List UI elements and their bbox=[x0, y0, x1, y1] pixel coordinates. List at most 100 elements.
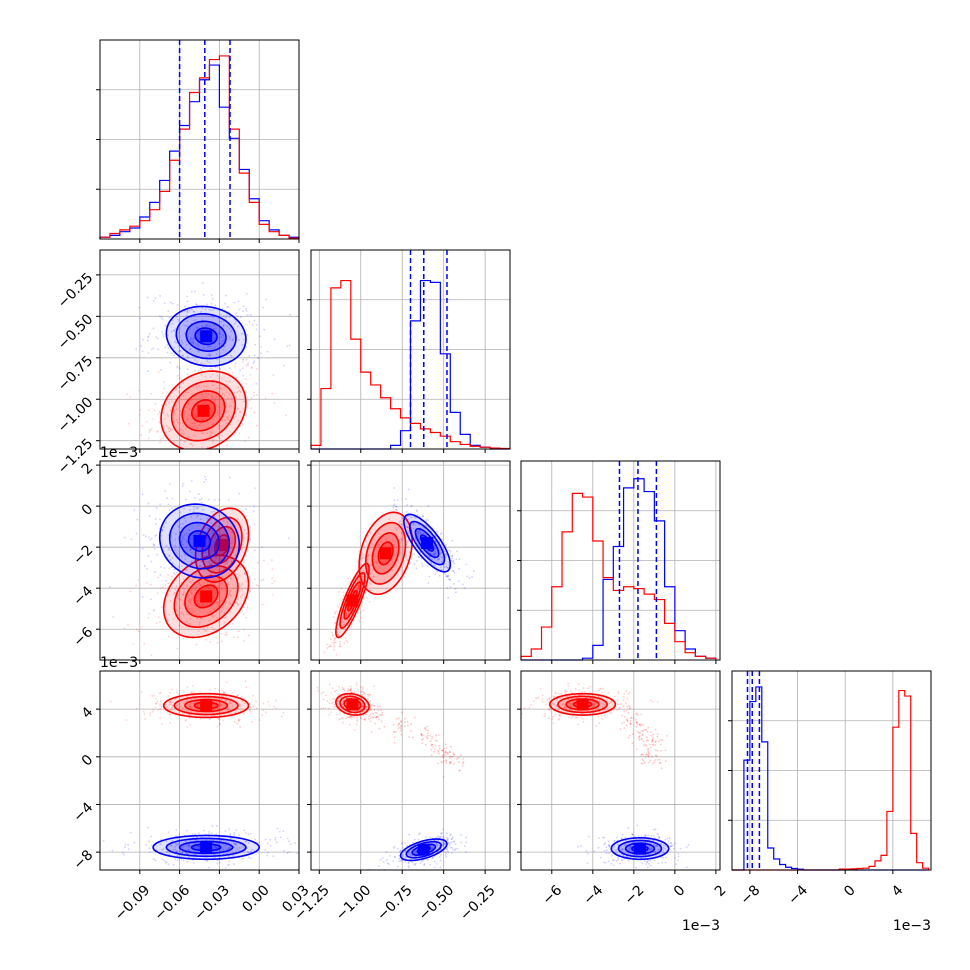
scatter-point bbox=[238, 308, 241, 311]
scatter-point bbox=[216, 725, 219, 728]
scatter-point bbox=[640, 754, 642, 757]
scatter-point bbox=[618, 706, 621, 709]
scatter-point bbox=[393, 741, 396, 744]
scatter-point bbox=[172, 863, 175, 866]
scatter-point bbox=[626, 706, 629, 708]
scatter-point bbox=[371, 704, 374, 706]
scatter-point bbox=[175, 387, 178, 390]
scatter-point bbox=[560, 693, 563, 695]
scatter-point bbox=[442, 755, 445, 758]
scatter-point bbox=[268, 704, 271, 707]
scatter-point bbox=[209, 641, 212, 643]
scatter-point bbox=[616, 851, 618, 853]
scatter-point bbox=[210, 395, 213, 398]
scatter-point bbox=[329, 645, 331, 648]
scatter-point bbox=[418, 832, 421, 835]
scatter-point bbox=[568, 716, 570, 719]
scatter-point bbox=[148, 515, 151, 517]
scatter-point bbox=[648, 761, 650, 764]
scatter-point bbox=[403, 717, 406, 720]
scatter-point bbox=[133, 508, 136, 511]
scatter-point bbox=[422, 532, 425, 535]
scatter-point bbox=[209, 573, 212, 576]
scatter-point bbox=[586, 862, 589, 865]
scatter-point bbox=[437, 751, 440, 753]
scatter-point bbox=[577, 845, 580, 848]
scatter-point bbox=[208, 560, 211, 562]
scatter-point bbox=[188, 849, 191, 852]
scatter-point bbox=[425, 524, 428, 527]
scatter-point bbox=[585, 696, 588, 699]
scatter-point bbox=[462, 761, 465, 763]
scatter-point bbox=[637, 737, 640, 740]
scatter-point bbox=[235, 829, 238, 831]
scatter-point bbox=[372, 575, 375, 578]
scatter-point bbox=[367, 554, 370, 557]
scatter-point bbox=[672, 847, 675, 850]
scatter-point bbox=[143, 666, 145, 668]
scatter-point bbox=[288, 840, 290, 843]
scatter-point bbox=[213, 853, 216, 856]
scatter-point bbox=[249, 706, 252, 709]
scatter-point bbox=[238, 411, 241, 413]
scatter-point bbox=[198, 564, 201, 567]
scatter-point bbox=[360, 716, 362, 719]
scatter-point bbox=[345, 611, 348, 614]
scatter-point bbox=[225, 294, 227, 297]
scatter-point bbox=[397, 724, 400, 727]
scatter-point bbox=[236, 636, 239, 639]
scatter-point bbox=[272, 374, 275, 377]
scatter-point bbox=[411, 861, 413, 864]
scatter-point bbox=[622, 699, 625, 702]
scatter-point bbox=[205, 385, 208, 388]
scatter-point bbox=[435, 842, 438, 845]
scatter-point bbox=[229, 589, 232, 592]
scatter-point bbox=[563, 705, 566, 708]
scatter-point bbox=[180, 854, 183, 857]
scatter-point bbox=[236, 407, 239, 410]
scatter-point bbox=[372, 704, 375, 707]
scatter-point bbox=[152, 327, 155, 330]
scatter-point bbox=[155, 336, 158, 338]
scatter-point bbox=[216, 641, 219, 644]
scatter-point bbox=[191, 608, 194, 611]
scatter-point bbox=[231, 372, 234, 374]
histogram-panel-0 bbox=[96, 39, 300, 243]
scatter-point bbox=[212, 583, 215, 586]
scatter-point bbox=[274, 707, 277, 710]
scatter-point bbox=[417, 530, 419, 533]
scatter-point bbox=[341, 686, 344, 689]
scatter-point bbox=[614, 848, 617, 851]
scatter-point bbox=[235, 850, 238, 853]
scatter-point bbox=[149, 429, 152, 432]
scatter-point bbox=[369, 720, 372, 723]
scatter-point bbox=[651, 700, 654, 703]
scatter-point bbox=[450, 760, 452, 763]
scatter-point bbox=[206, 446, 209, 449]
scatter-point bbox=[215, 353, 218, 355]
scatter-point bbox=[151, 694, 154, 697]
scatter-point bbox=[227, 410, 230, 413]
scatter-point bbox=[229, 712, 232, 714]
scatter-point bbox=[159, 294, 161, 297]
scatter-point bbox=[218, 723, 221, 726]
scatter-point bbox=[613, 846, 616, 849]
scatter-point bbox=[344, 612, 347, 615]
scatter-point bbox=[338, 706, 341, 708]
scatter-point bbox=[670, 845, 673, 848]
scatter-point bbox=[230, 525, 233, 528]
scatter-point bbox=[211, 315, 214, 318]
scatter-point bbox=[441, 538, 443, 541]
scatter-point bbox=[247, 436, 250, 439]
scatter-point bbox=[176, 843, 179, 846]
scatter-point bbox=[102, 839, 105, 842]
scatter-point bbox=[188, 622, 191, 625]
scatter-point bbox=[174, 413, 176, 415]
scatter-point bbox=[185, 620, 188, 623]
scatter-point bbox=[214, 687, 217, 690]
scatter-point bbox=[445, 760, 448, 763]
scatter-point bbox=[375, 716, 377, 719]
scatter-point bbox=[237, 390, 240, 392]
scatter-point bbox=[209, 407, 212, 410]
scatter-point bbox=[188, 713, 190, 716]
